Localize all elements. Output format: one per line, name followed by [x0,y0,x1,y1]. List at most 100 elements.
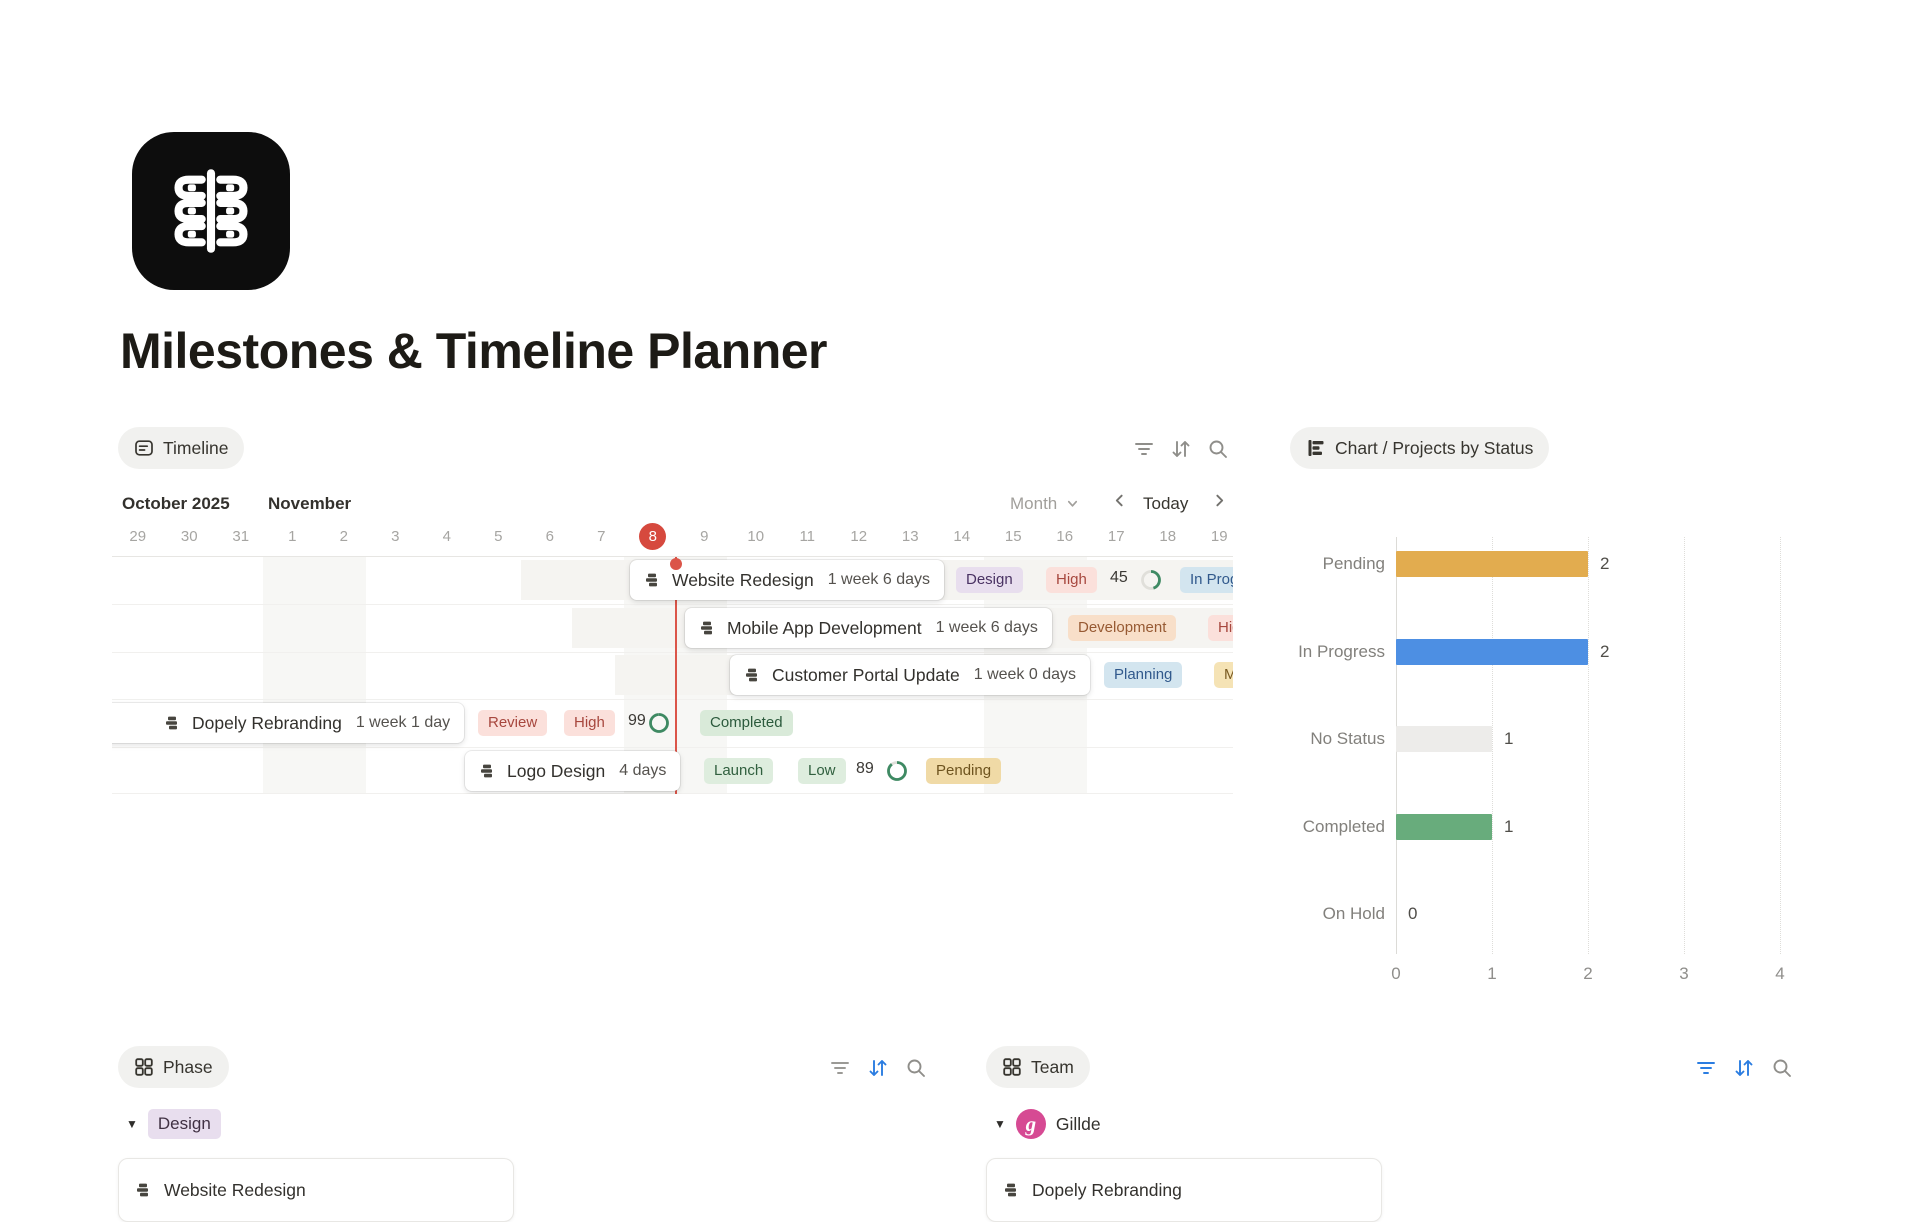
filter-icon[interactable] [1694,1056,1718,1080]
chart-category-label: No Status [1310,729,1385,748]
row-divider [112,652,1233,653]
row-divider [112,699,1233,700]
status-tag[interactable]: Pending [926,758,1002,784]
timeline-view-button[interactable]: Timeline [118,427,245,469]
date-cell[interactable]: 17 [1107,527,1125,545]
status-tag[interactable]: In Progress [1180,567,1233,593]
progress-ring [1140,569,1162,591]
timeline-item-dopely-rebranding[interactable]: Dopely Rebranding 1 week 1 day [112,703,465,743]
logo-glyph [174,169,248,253]
chart-gridline [1780,537,1781,954]
phase-tag[interactable]: Launch [704,758,774,784]
date-cell[interactable]: 16 [1056,527,1074,545]
phase-view-label: Phase [163,1056,213,1077]
row-divider [112,793,1233,794]
progress-number: 99 [628,712,646,729]
priority-tag[interactable]: High [1208,615,1233,641]
timeline-item-customer-portal-update[interactable]: Customer Portal Update 1 week 0 days [730,655,1091,695]
chart-x-tick: 1 [1487,964,1497,983]
date-cell[interactable]: 7 [597,527,606,545]
team-group-gillde[interactable]: ▼ g Gillde [994,1108,1101,1140]
filter-icon[interactable] [828,1056,852,1080]
search-icon[interactable] [904,1056,928,1080]
chart-gridline [1588,537,1589,954]
task-title: Mobile App Development [727,617,922,638]
collapse-triangle-icon[interactable]: ▼ [994,1117,1006,1131]
gallery-grid-icon [1003,1058,1021,1076]
priority-tag[interactable]: High [564,710,615,736]
chart-bar[interactable] [1396,551,1588,577]
milestone-icon [137,1183,148,1197]
date-cell[interactable]: 31 [232,527,250,545]
chart-bar[interactable] [1396,813,1492,840]
chart-bar[interactable] [1396,638,1588,665]
team-view-button[interactable]: Team [986,1046,1090,1088]
today-button[interactable]: Today [1143,494,1189,513]
date-cell[interactable]: 29 [129,527,147,545]
group-label[interactable]: Design [147,1109,221,1139]
date-cell[interactable]: 2 [339,527,348,545]
task-duration: 1 week 0 days [973,666,1077,683]
next-month-button[interactable] [1212,492,1227,514]
filter-icon[interactable] [1132,437,1156,461]
chart-x-tick: 2 [1583,964,1593,983]
search-icon[interactable] [1770,1056,1794,1080]
chevron-left-icon [1115,494,1123,507]
date-cell[interactable]: 1 [288,527,297,545]
timeline-item-logo-design[interactable]: Logo Design 4 days [465,751,681,791]
chart-gridline [1492,537,1493,954]
date-cell[interactable]: 8 [627,521,679,551]
zoom-level-select[interactable]: Month [1010,494,1079,514]
chart-bar[interactable] [1396,726,1492,752]
month-label-november: November [268,494,352,513]
timeline-grid[interactable]: Website Redesign 1 week 6 days Design Hi… [112,557,1233,794]
date-cell[interactable]: 10 [747,527,765,545]
sort-icon[interactable] [866,1056,890,1080]
date-cell[interactable]: 9 [700,527,709,545]
phase-tag[interactable]: Development [1068,615,1177,641]
date-cell[interactable]: 14 [953,527,971,545]
chart-category-label: Pending [1322,554,1385,573]
date-cell[interactable]: 18 [1159,527,1177,545]
chart-row: On Hold 0 [1280,901,1825,927]
date-cell[interactable]: 19 [1210,527,1228,545]
chart-row: No Status 1 [1280,726,1825,752]
date-cell[interactable]: 30 [180,527,198,545]
group-label[interactable]: Gillde [1055,1113,1101,1134]
collapse-triangle-icon[interactable]: ▼ [126,1117,138,1131]
search-icon[interactable] [1206,437,1230,461]
gallery-card-website-redesign[interactable]: Website Redesign [118,1158,514,1222]
sort-icon[interactable] [1169,437,1193,461]
phase-tag[interactable]: Review [478,710,548,736]
priority-tag[interactable]: High [1046,567,1097,593]
milestone-icon [646,573,657,587]
date-cell[interactable]: 6 [545,527,554,545]
task-title: Customer Portal Update [772,664,960,685]
date-cell[interactable]: 12 [850,527,868,545]
today-marker-dot [670,558,682,570]
phase-tag[interactable]: Planning [1104,662,1183,688]
prev-month-button[interactable] [1112,492,1127,514]
timeline-item-mobile-app-development[interactable]: Mobile App Development 1 week 6 days [685,608,1052,648]
priority-tag[interactable]: Medium [1214,662,1233,688]
date-cell[interactable]: 4 [442,527,451,545]
phase-view-button[interactable]: Phase [118,1046,229,1088]
priority-tag[interactable]: Low [798,758,846,784]
date-cell[interactable]: 13 [901,527,919,545]
chart-view-button[interactable]: Chart / Projects by Status [1290,427,1550,469]
date-cell[interactable]: 3 [391,527,400,545]
gallery-card-dopely-rebranding[interactable]: Dopely Rebranding [986,1158,1382,1222]
milestone-icon [746,668,757,682]
timeline-header-divider [112,556,1233,557]
phase-tag[interactable]: Design [956,567,1023,593]
chart-value-label: 0 [1408,904,1418,923]
date-cell[interactable]: 15 [1004,527,1022,545]
timeline-item-website-redesign[interactable]: Website Redesign 1 week 6 days [630,560,944,600]
date-cell[interactable]: 11 [799,527,816,545]
sort-icon[interactable] [1732,1056,1756,1080]
phase-group-design[interactable]: ▼ Design [126,1108,221,1140]
status-tag[interactable]: Completed [700,710,793,736]
date-cell[interactable]: 5 [494,527,503,545]
chart-value-label: 2 [1600,554,1610,573]
